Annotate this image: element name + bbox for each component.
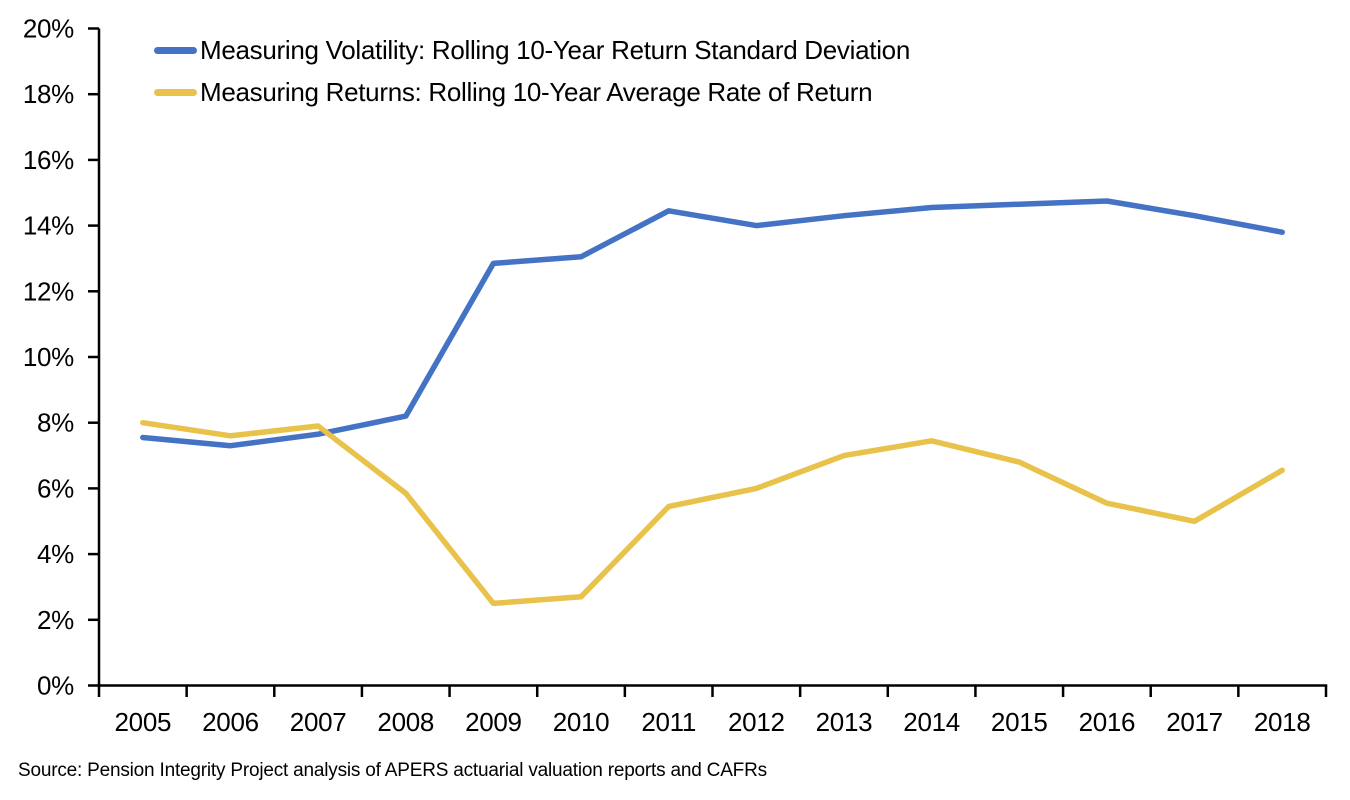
- x-tick-label: 2017: [1166, 707, 1223, 737]
- y-tick-label: 10%: [23, 342, 74, 372]
- y-tick-label: 6%: [37, 473, 74, 503]
- x-tick-label: 2005: [115, 707, 172, 737]
- source-note: Source: Pension Integrity Project analys…: [18, 760, 767, 781]
- legend-label-returns: Measuring Returns: Rolling 10-Year Avera…: [200, 77, 873, 107]
- x-tick-label: 2013: [816, 707, 873, 737]
- y-tick-label: 16%: [23, 145, 74, 175]
- x-tick-label: 2015: [991, 707, 1048, 737]
- y-tick-label: 8%: [37, 408, 74, 438]
- x-tick-label: 2011: [641, 707, 696, 737]
- chart-legend: Measuring Volatility: Rolling 10-Year Re…: [154, 34, 910, 109]
- series-line-returns: [140, 419, 1285, 607]
- series-line-volatility: [140, 198, 1285, 449]
- x-tick-label: 2010: [553, 707, 610, 737]
- x-tick-label: 2009: [465, 707, 522, 737]
- legend-swatch-returns: [154, 89, 197, 96]
- x-tick-label: 2007: [290, 707, 347, 737]
- x-tick-label: 2016: [1079, 707, 1136, 737]
- x-tick-label: 2014: [903, 707, 960, 737]
- y-tick-label: 2%: [37, 605, 74, 635]
- x-tick-label: 2006: [202, 707, 259, 737]
- y-tick-label: 20%: [23, 14, 74, 44]
- x-tick-label: 2008: [377, 707, 434, 737]
- legend-item-returns: Measuring Returns: Rolling 10-Year Avera…: [154, 76, 910, 109]
- y-tick-label: 0%: [37, 671, 74, 701]
- y-tick-label: 4%: [37, 539, 74, 569]
- y-tick-label: 14%: [23, 211, 74, 241]
- legend-label-volatility: Measuring Volatility: Rolling 10-Year Re…: [200, 35, 910, 65]
- y-tick-label: 18%: [23, 79, 74, 109]
- x-tick-label: 2012: [728, 707, 785, 737]
- legend-swatch-volatility: [154, 47, 197, 54]
- legend-item-volatility: Measuring Volatility: Rolling 10-Year Re…: [154, 34, 910, 67]
- y-tick-label: 12%: [23, 276, 74, 306]
- x-tick-label: 2018: [1254, 707, 1311, 737]
